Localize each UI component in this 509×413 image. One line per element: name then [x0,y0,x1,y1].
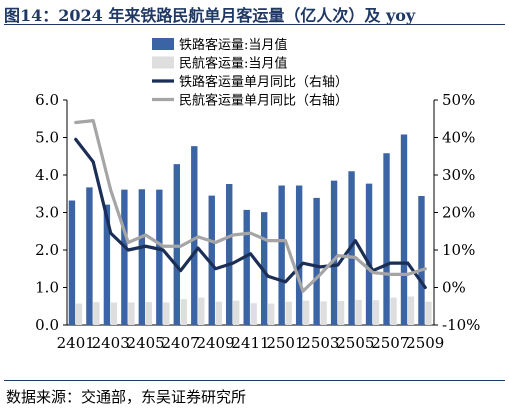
air-bar [163,302,170,325]
air-bar [320,301,327,326]
source-rule [4,380,505,381]
air-bar [355,299,362,326]
title-rule [4,24,505,25]
chart-axes: 0.0 1.0 2.0 3.0 4.0 5.0 6.0 -10% 0% 10% 20% 30% 40% 5… [35,91,480,352]
chart-title: 图14：2024 年来铁路民航单月客运量（亿人次）及 yoy [4,6,416,25]
rail-bar [418,196,425,325]
air-bar [180,299,187,326]
air-bar [407,296,415,325]
rail-bar [86,187,93,326]
y-left-tick-label: 2.0 [35,241,59,259]
chart-lines [74,119,427,293]
y-right-tick-label: 30% [442,166,475,184]
y-left-tick-label: 3.0 [35,204,59,222]
air-bar [302,300,310,326]
air-bar [198,297,205,326]
rail-bar [365,183,373,326]
rail-bar [138,189,146,325]
rail-bar [121,189,128,326]
y-left-tick-label: 0.0 [35,316,59,334]
rail-bar [103,204,111,326]
rail-bar [383,153,390,325]
air-bar [267,303,275,326]
x-tick-label: 2407 [162,334,200,352]
air-bar [250,303,257,325]
rail-bar [278,185,285,325]
air-bar [110,302,118,325]
y-left-tick-label: 5.0 [35,129,59,147]
rail-bar [313,197,320,326]
air-bar [93,302,100,326]
air-bar [425,301,432,325]
legend-label: 民航客运量:当月值 [179,56,287,72]
source-note: 数据来源：交通部，东吴证券研究所 [6,388,247,406]
x-tick-label: 2505 [336,334,374,352]
rail-bar [173,164,180,326]
air-bar [75,303,83,326]
x-tick-label: 2509 [406,334,444,352]
rail-bar [330,180,338,326]
rail-bar [208,195,215,325]
air-bar [372,300,380,325]
air-bar [128,302,135,325]
air-bar [285,301,292,325]
rail-bar [260,212,268,326]
y-right-tick-label: 10% [442,241,475,259]
y-right-tick-label: 20% [442,204,475,222]
legend-label: 铁路客运量:当月值 [179,37,287,53]
y-left-tick-label: 4.0 [35,166,59,184]
legend-label: 铁路客运量单月同比（右轴） [179,74,348,90]
legend-swatch [152,38,174,50]
rail-bar [400,134,408,325]
air-bar [233,300,240,326]
y-left-tick-label: 6.0 [35,91,59,109]
rail-bar [243,209,250,326]
x-tick-label: 2409 [196,334,234,352]
y-left-tick-label: 1.0 [35,279,59,297]
rail-bar [191,146,198,325]
air-bar [337,301,345,325]
air-bar [215,301,222,325]
y-right-tick-label: 0% [442,279,466,297]
legend-label: 民航客运量单月同比（右轴） [179,93,348,109]
x-tick-label: 2411 [231,334,269,352]
air-yoy-line [74,119,427,293]
air-bar [145,302,153,326]
rail-bar [68,200,76,325]
x-tick-label: 2401 [57,334,95,352]
rail-bar [295,185,303,325]
y-right-tick-label: 40% [442,129,475,147]
x-tick-label: 2503 [301,334,339,352]
y-right-tick-label: 50% [442,91,475,109]
rail-bar [156,189,163,326]
x-tick-label: 2501 [266,334,304,352]
x-tick-label: 2405 [127,334,165,352]
y-right-tick-label: -10% [442,316,480,334]
x-tick-label: 2507 [371,334,409,352]
air-bar [390,297,397,326]
rail-bar [226,184,233,325]
rail-yoy-line [74,137,427,290]
x-tick-label: 2403 [92,334,130,352]
legend-swatch [152,56,174,69]
